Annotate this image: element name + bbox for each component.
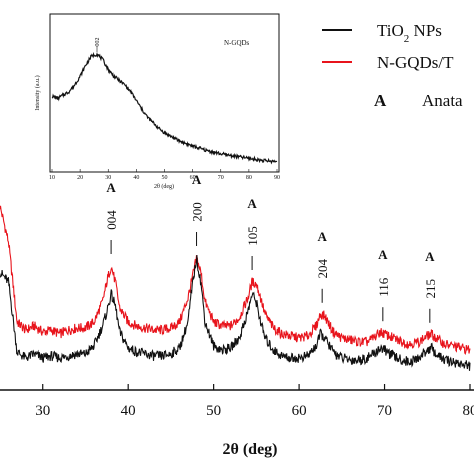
inset-title: N-GQDs — [224, 39, 250, 47]
legend: TiO2 NPs N-GQDs/T A Anata — [322, 21, 463, 110]
peak-annotations: A 004 A 200 A 105 A 204 A 116 A 215 — [104, 172, 438, 323]
inset-y-axis-title: Intensity (a.u.) — [34, 75, 41, 110]
x-tick-label: 60 — [292, 403, 307, 419]
inset-x-tick-label: 50 — [162, 175, 168, 181]
legend-marker-symbol: A — [374, 91, 387, 110]
x-tick-label: 40 — [121, 403, 136, 419]
inset-x-tick-label: 20 — [77, 175, 83, 181]
peak-marker-A: A — [317, 229, 327, 244]
peak-label: 204 — [315, 259, 330, 279]
peak-label: 215 — [423, 279, 438, 299]
series-line-tio2-nps — [0, 254, 471, 371]
inset-x-tick-label: 10 — [49, 175, 55, 181]
inset-series-group — [51, 46, 278, 165]
x-tick-group: 30 40 50 60 70 80 — [35, 384, 474, 419]
peak-marker-A: A — [192, 172, 202, 187]
inset-x-tick-group: 10 20 30 40 50 60 70 80 90 — [49, 169, 280, 181]
peak-marker-A: A — [106, 180, 116, 195]
peak-label: 200 — [190, 202, 205, 222]
series-group — [0, 205, 471, 371]
series-line-ngqds-tio2 — [0, 205, 471, 355]
x-tick-label: 50 — [206, 403, 221, 419]
inset-x-tick-label: 60 — [190, 175, 196, 181]
peak-label: 116 — [376, 277, 391, 297]
inset-peak-label: 002 — [95, 38, 101, 47]
inset-x-tick-label: 70 — [218, 175, 224, 181]
inset-x-tick-label: 30 — [105, 175, 111, 181]
x-tick-label: 30 — [35, 403, 50, 419]
legend-label-ngqds: N-GQDs/T — [377, 53, 454, 72]
peak-marker-A: A — [247, 196, 257, 211]
x-tick-label: 80 — [463, 403, 474, 419]
inset-frame — [49, 13, 280, 173]
legend-marker-label: Anata — [422, 91, 463, 110]
x-axis-title: 2θ (deg) — [222, 441, 277, 458]
legend-label-tio2: TiO2 NPs — [377, 21, 442, 45]
inset-x-tick-label: 90 — [274, 175, 280, 181]
inset-x-axis-title: 2θ (deg) — [154, 183, 174, 190]
peak-marker-A: A — [425, 249, 435, 264]
peak-label: 004 — [104, 210, 119, 230]
peak-marker-A: A — [378, 247, 388, 262]
peak-label: 105 — [245, 226, 260, 246]
inset-x-tick-label: 40 — [133, 175, 139, 181]
x-tick-label: 70 — [377, 403, 392, 419]
inset-x-tick-label: 80 — [246, 175, 252, 181]
inset-series-line — [51, 51, 278, 165]
inset-chart: N-GQDs 10 20 30 40 50 60 70 80 90 2θ (deg) Inten… — [34, 13, 280, 190]
